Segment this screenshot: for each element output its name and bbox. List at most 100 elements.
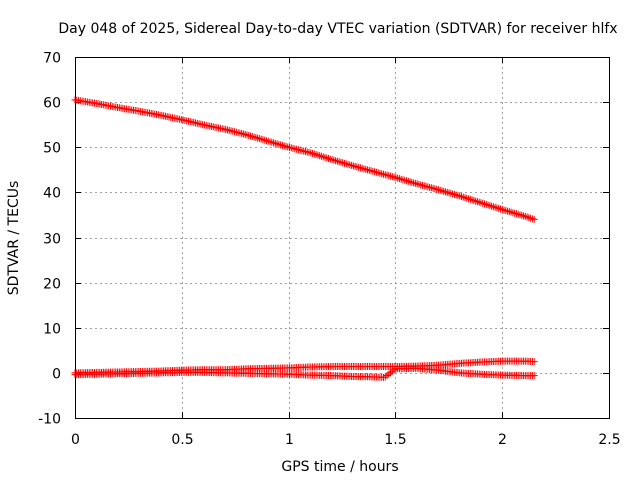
data-point — [512, 210, 520, 218]
data-point — [465, 195, 473, 203]
data-point — [266, 138, 274, 146]
data-point — [383, 372, 391, 380]
data-point — [530, 358, 538, 366]
x-tick-label: 1 — [285, 432, 294, 448]
data-point — [273, 140, 281, 148]
data-point — [270, 139, 278, 147]
data-point — [278, 141, 286, 149]
data-point — [340, 159, 348, 167]
data-point — [457, 193, 465, 201]
data-point — [518, 211, 526, 219]
x-tick-label: 2.5 — [598, 432, 620, 448]
y-tick-label: 30 — [43, 232, 61, 248]
data-point — [333, 157, 341, 165]
data-point — [259, 136, 267, 144]
chart-title: Day 048 of 2025, Sidereal Day-to-day VTE… — [58, 21, 617, 37]
data-point — [530, 215, 538, 223]
data-point — [488, 202, 496, 210]
data-point — [463, 194, 471, 202]
data-point — [309, 149, 317, 157]
data-point — [277, 141, 285, 149]
y-tick-label: 20 — [43, 277, 61, 293]
y-tick-label: 50 — [43, 141, 61, 157]
data-point — [342, 160, 350, 168]
data-point — [475, 198, 483, 206]
data-point — [335, 158, 343, 166]
data-point — [498, 206, 506, 214]
data-point — [495, 204, 503, 212]
data-point — [472, 197, 480, 205]
data-point — [392, 174, 400, 182]
data-point — [443, 188, 451, 196]
data-point — [520, 212, 528, 220]
data-point — [399, 176, 407, 184]
data-point — [496, 205, 504, 213]
data-point — [344, 160, 352, 168]
data-point — [385, 370, 393, 378]
y-axis-label: SDTVAR / TECUs — [6, 181, 22, 296]
data-point — [523, 213, 531, 221]
data-point — [482, 200, 490, 208]
data-point — [491, 203, 499, 211]
data-point — [268, 138, 276, 146]
y-tick-label: -10 — [38, 412, 61, 428]
data-point — [312, 151, 320, 159]
data-point — [493, 204, 501, 212]
data-point — [525, 214, 533, 222]
data-point — [452, 191, 460, 199]
data-point — [394, 174, 402, 182]
data-point — [316, 152, 324, 160]
data-point — [516, 211, 524, 219]
data-point — [406, 178, 414, 186]
data-point — [450, 190, 458, 198]
data-point — [323, 154, 331, 162]
y-tick-label: 40 — [43, 186, 61, 202]
data-point — [468, 196, 476, 204]
data-point — [505, 208, 513, 216]
data-point — [479, 199, 487, 207]
data-point — [440, 187, 448, 195]
data-point — [328, 156, 336, 164]
x-tick-label: 1.5 — [384, 432, 406, 448]
data-point — [255, 135, 263, 143]
y-tick-label: 70 — [43, 51, 61, 67]
data-point — [282, 142, 290, 150]
data-point — [449, 190, 457, 198]
data-point — [489, 203, 497, 211]
data-point — [410, 179, 418, 187]
data-point — [346, 161, 354, 169]
data-point — [381, 373, 389, 381]
data-point — [264, 137, 272, 145]
data-point — [466, 195, 474, 203]
data-point — [486, 202, 494, 210]
plot-frame — [75, 57, 610, 419]
y-tick-label: 60 — [43, 96, 61, 112]
data-point — [326, 155, 334, 163]
data-point — [321, 153, 329, 161]
data-point — [388, 367, 396, 375]
data-point — [528, 215, 536, 223]
data-point — [514, 210, 522, 218]
data-point — [401, 176, 409, 184]
data-point — [456, 192, 464, 200]
data-point — [339, 159, 347, 167]
data-point — [310, 150, 318, 158]
data-point — [438, 187, 446, 195]
data-point — [387, 369, 395, 377]
data-point — [390, 366, 398, 374]
data-point — [403, 177, 411, 185]
data-point — [481, 200, 489, 208]
y-tick-label: 10 — [43, 322, 61, 338]
x-tick-label: 2 — [498, 432, 507, 448]
data-point — [527, 214, 535, 222]
data-point — [247, 132, 255, 140]
y-tick-label: 0 — [52, 367, 61, 383]
data-point — [337, 158, 345, 166]
data-point — [470, 197, 478, 205]
data-point — [248, 133, 256, 141]
x-axis-label: GPS time / hours — [281, 459, 398, 475]
data-point — [504, 207, 512, 215]
data-point — [442, 188, 450, 196]
data-point — [404, 177, 412, 185]
